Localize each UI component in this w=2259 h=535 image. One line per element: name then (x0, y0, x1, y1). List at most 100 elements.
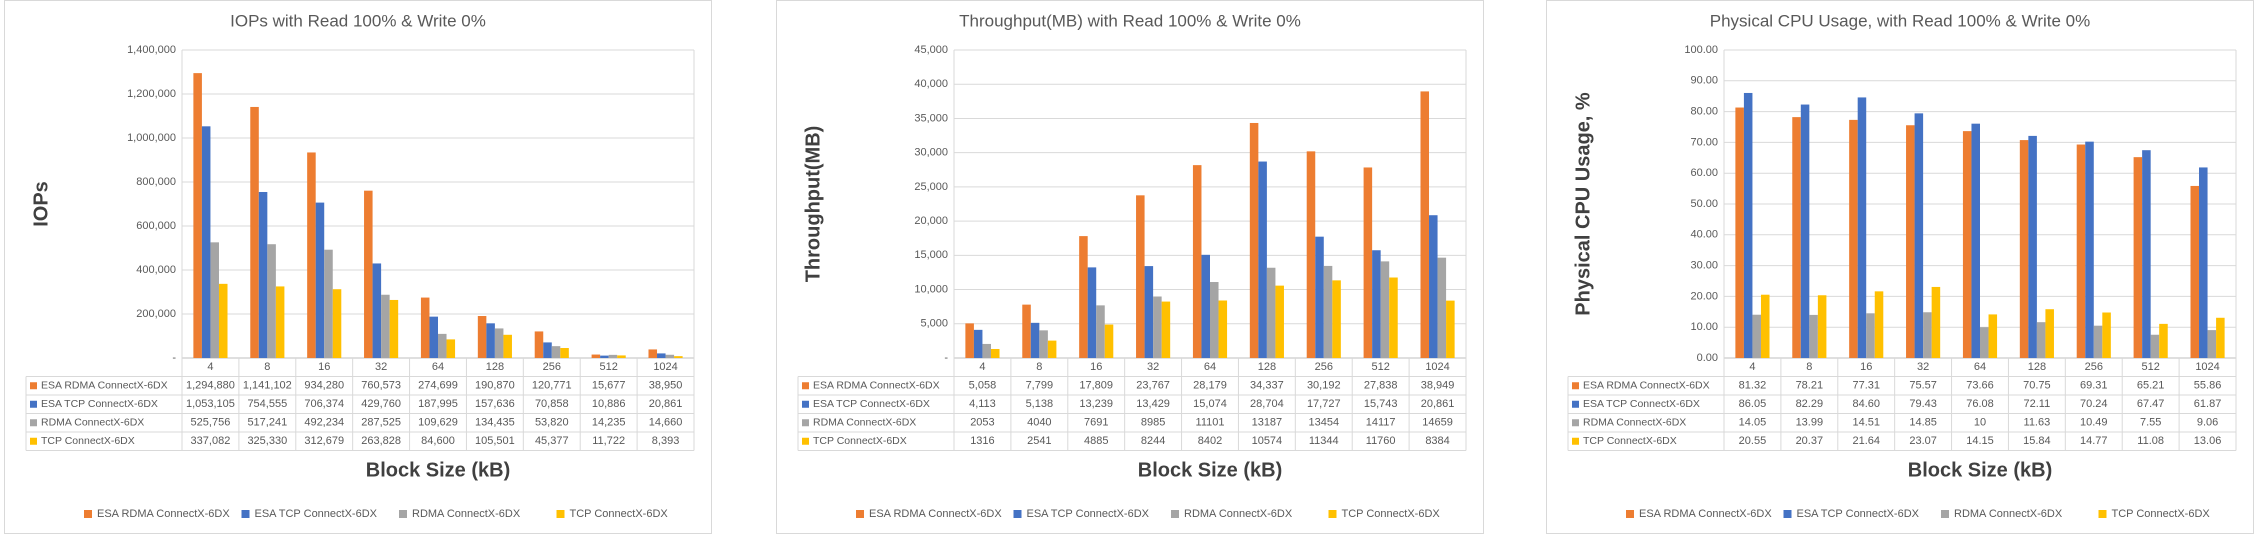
table-legend-key (30, 400, 37, 408)
table-cell: 11.63 (2024, 417, 2051, 429)
legend-label: ESA RDMA ConnectX-6DX (1639, 508, 1772, 520)
table-legend-key (30, 419, 37, 427)
x-tick-label: 32 (1917, 361, 1929, 373)
panel-border (4, 0, 712, 534)
table-cell: 13,239 (1079, 398, 1113, 410)
y-tick-label: 45,000 (914, 44, 948, 56)
legend-label: ESA TCP ConnectX-6DX (255, 508, 378, 520)
table-cell: 73.66 (1966, 380, 1994, 392)
bar (307, 152, 316, 358)
legend-key (856, 510, 864, 518)
bar (1971, 123, 1980, 358)
table-cell: 429,760 (361, 398, 401, 410)
table-legend-key (802, 437, 809, 445)
bar (608, 354, 618, 358)
table-cell: 9.06 (2197, 417, 2218, 429)
table-cell: 21.64 (1852, 435, 1880, 447)
legend-key (2098, 510, 2107, 518)
table-cell: 84.60 (1852, 398, 1880, 410)
table-legend-key (30, 437, 37, 445)
table-cell: 79.43 (1909, 398, 1937, 410)
bar (965, 323, 974, 358)
y-tick-label: 30,000 (914, 147, 948, 159)
y-tick-label: 10.00 (1690, 321, 1718, 333)
bar (438, 333, 447, 358)
chart-title: IOPs with Read 100% & Write 0% (230, 11, 486, 30)
bar (201, 126, 211, 359)
bar (1931, 286, 1941, 358)
bar (267, 244, 276, 358)
table-cell: 75.57 (1909, 380, 1937, 392)
table-cell: 84,600 (421, 435, 455, 447)
x-tick-label: 128 (486, 361, 504, 373)
bar (372, 263, 382, 358)
x-tick-label: 256 (543, 361, 561, 373)
table-cell: 15,677 (592, 380, 626, 392)
legend-key (1941, 510, 1949, 518)
bar (1144, 266, 1154, 358)
bar (1380, 261, 1390, 358)
bar (1087, 267, 1097, 358)
table-cell: 109,629 (418, 417, 458, 429)
bar (1906, 125, 1915, 358)
table-row-label: ESA TCP ConnectX-6DX (41, 398, 158, 410)
legend-label: TCP ConnectX-6DX (1342, 508, 1441, 520)
y-tick-label: 1,000,000 (127, 132, 176, 144)
bar (1323, 265, 1333, 358)
y-tick-label: 40,000 (914, 78, 948, 90)
table-cell: 934,280 (304, 380, 344, 392)
y-tick-label: 100.00 (1684, 44, 1718, 56)
table-cell: 10.49 (2080, 417, 2108, 429)
table-cell: 11760 (1366, 435, 1396, 447)
table-cell: 27,838 (1364, 380, 1398, 392)
bar (332, 289, 342, 358)
table-cell: 4885 (1084, 435, 1108, 447)
bar (1874, 291, 1884, 358)
bar (2028, 135, 2037, 358)
bar (364, 190, 373, 358)
table-cell: 13187 (1252, 417, 1283, 429)
table-cell: 274,699 (418, 380, 458, 392)
y-tick-label: 90.00 (1690, 75, 1718, 87)
bar (2045, 309, 2054, 358)
y-axis-title: Physical CPU Usage, % (1572, 92, 1594, 316)
bar (2207, 330, 2217, 358)
bar (429, 316, 438, 358)
bar (1039, 330, 1048, 358)
bar (1962, 131, 1972, 358)
x-tick-label: 64 (1974, 361, 1986, 373)
table-cell: 5,138 (1026, 398, 1054, 410)
bar (1022, 304, 1031, 358)
bar (1047, 340, 1057, 358)
table-cell: 20.37 (1796, 435, 1824, 447)
table-cell: 20,861 (1421, 398, 1455, 410)
table-cell: 55.86 (2194, 380, 2222, 392)
legend-key (556, 510, 565, 518)
table-cell: 72.11 (2024, 398, 2051, 410)
bar (1372, 250, 1381, 358)
bar (1249, 122, 1259, 359)
bar (674, 356, 683, 358)
legend-label: RDMA ConnectX-6DX (412, 508, 521, 520)
bar (657, 353, 666, 358)
bar (1201, 254, 1210, 358)
table-cell: 8985 (1141, 417, 1165, 429)
table-cell: 20.55 (1739, 435, 1767, 447)
x-axis-title: Block Size (kB) (1138, 459, 1282, 481)
bar (1800, 104, 1810, 358)
y-tick-label: 15,000 (914, 249, 948, 261)
bar (446, 339, 456, 358)
table-cell: 14.85 (1909, 417, 1937, 429)
bar (1914, 113, 1924, 359)
table-row-label: ESA RDMA ConnectX-6DX (813, 380, 940, 392)
table-row-label: RDMA ConnectX-6DX (41, 417, 144, 429)
bar (1849, 119, 1858, 359)
y-tick-label: 30.00 (1690, 260, 1718, 272)
bar (1809, 314, 1818, 358)
bar (591, 354, 601, 358)
bar (1161, 301, 1171, 358)
bar (665, 354, 675, 358)
bar (1752, 314, 1761, 358)
legend-label: ESA TCP ConnectX-6DX (1027, 508, 1150, 520)
